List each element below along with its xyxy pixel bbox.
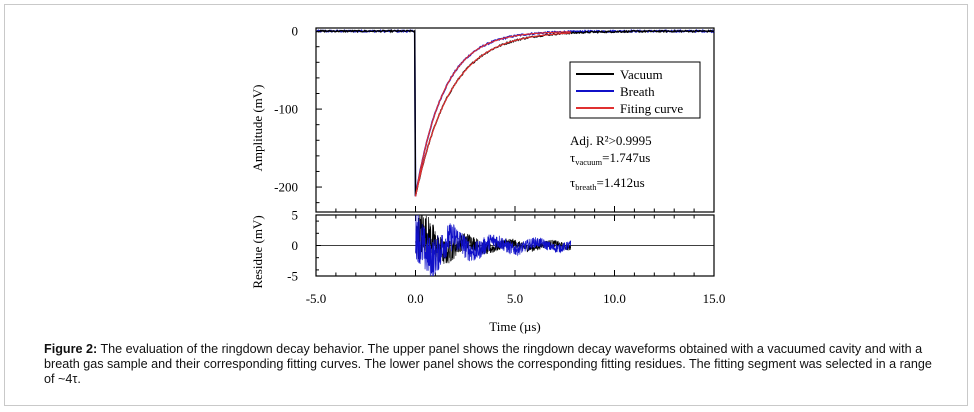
adj-r2-annotation: Adj. R²>0.9995 <box>570 133 652 148</box>
amplitude-ticks: 0 -100 -200 <box>274 24 715 212</box>
y-tick-label-amplitude: 0 <box>292 24 299 39</box>
x-tick-label: 15.0 <box>703 291 726 306</box>
caption-label: Figure 2: <box>44 342 98 356</box>
figure-caption: Figure 2: The evaluation of the ringdown… <box>44 342 942 387</box>
residue-ticks: -5.0 0.0 5.0 10.0 15.0 5 0 -5 <box>287 208 725 307</box>
y-tick-label-amplitude: -100 <box>274 102 298 117</box>
legend-label-breath: Breath <box>620 84 655 99</box>
x-tick-label: 10.0 <box>603 291 626 306</box>
residue-y-axis-label: Residue (mV) <box>250 215 265 288</box>
x-tick-label: -5.0 <box>306 291 327 306</box>
y-tick-label-residue: 0 <box>292 238 299 253</box>
y-tick-label-residue: 5 <box>292 208 299 223</box>
legend-label-fit: Fiting curve <box>620 101 683 116</box>
ringdown-chart: 0 -100 -200 Amplitude (mV) Vacuum Breath F… <box>250 24 725 335</box>
tau-vacuum-symbol: τ <box>570 150 575 165</box>
tau-vacuum-value: =1.747us <box>602 150 650 165</box>
caption-text: The evaluation of the ringdown decay beh… <box>44 342 932 386</box>
vacuum-fit-curve <box>414 32 571 197</box>
x-tick-label: 0.0 <box>407 291 423 306</box>
tau-breath-value: =1.412us <box>596 175 644 190</box>
breath-residue-line <box>415 214 572 277</box>
tau-breath-annotation: τbreath=1.412us <box>570 175 645 192</box>
legend-label-vacuum: Vacuum <box>620 67 663 82</box>
time-x-axis-label: Time (µs) <box>489 319 540 334</box>
amplitude-panel: 0 -100 -200 Amplitude (mV) Vacuum Breath F… <box>250 24 715 213</box>
amplitude-plot-border <box>315 27 715 213</box>
y-tick-label-amplitude: -200 <box>274 180 298 195</box>
tau-vacuum-annotation: τvacuum=1.747us <box>570 150 650 167</box>
y-tick-label-residue: -5 <box>287 269 298 284</box>
fit-annotations: Adj. R²>0.9995 τvacuum=1.747us τbreath=1… <box>570 133 652 192</box>
legend: Vacuum Breath Fiting curve <box>569 61 701 119</box>
tau-vacuum-subscript: vacuum <box>575 157 602 167</box>
x-tick-label: 5.0 <box>507 291 523 306</box>
breath-fit-curve <box>414 31 571 197</box>
figure-frame <box>4 4 968 406</box>
residue-curves <box>316 214 714 277</box>
residue-panel: -5.0 0.0 5.0 10.0 15.0 5 0 -5 Residue (mV) Time… <box>250 208 725 335</box>
amplitude-y-axis-label: Amplitude (mV) <box>250 84 265 171</box>
amplitude-curves <box>315 28 715 197</box>
tau-breath-subscript: breath <box>575 182 597 192</box>
tau-breath-symbol: τ <box>570 175 575 190</box>
